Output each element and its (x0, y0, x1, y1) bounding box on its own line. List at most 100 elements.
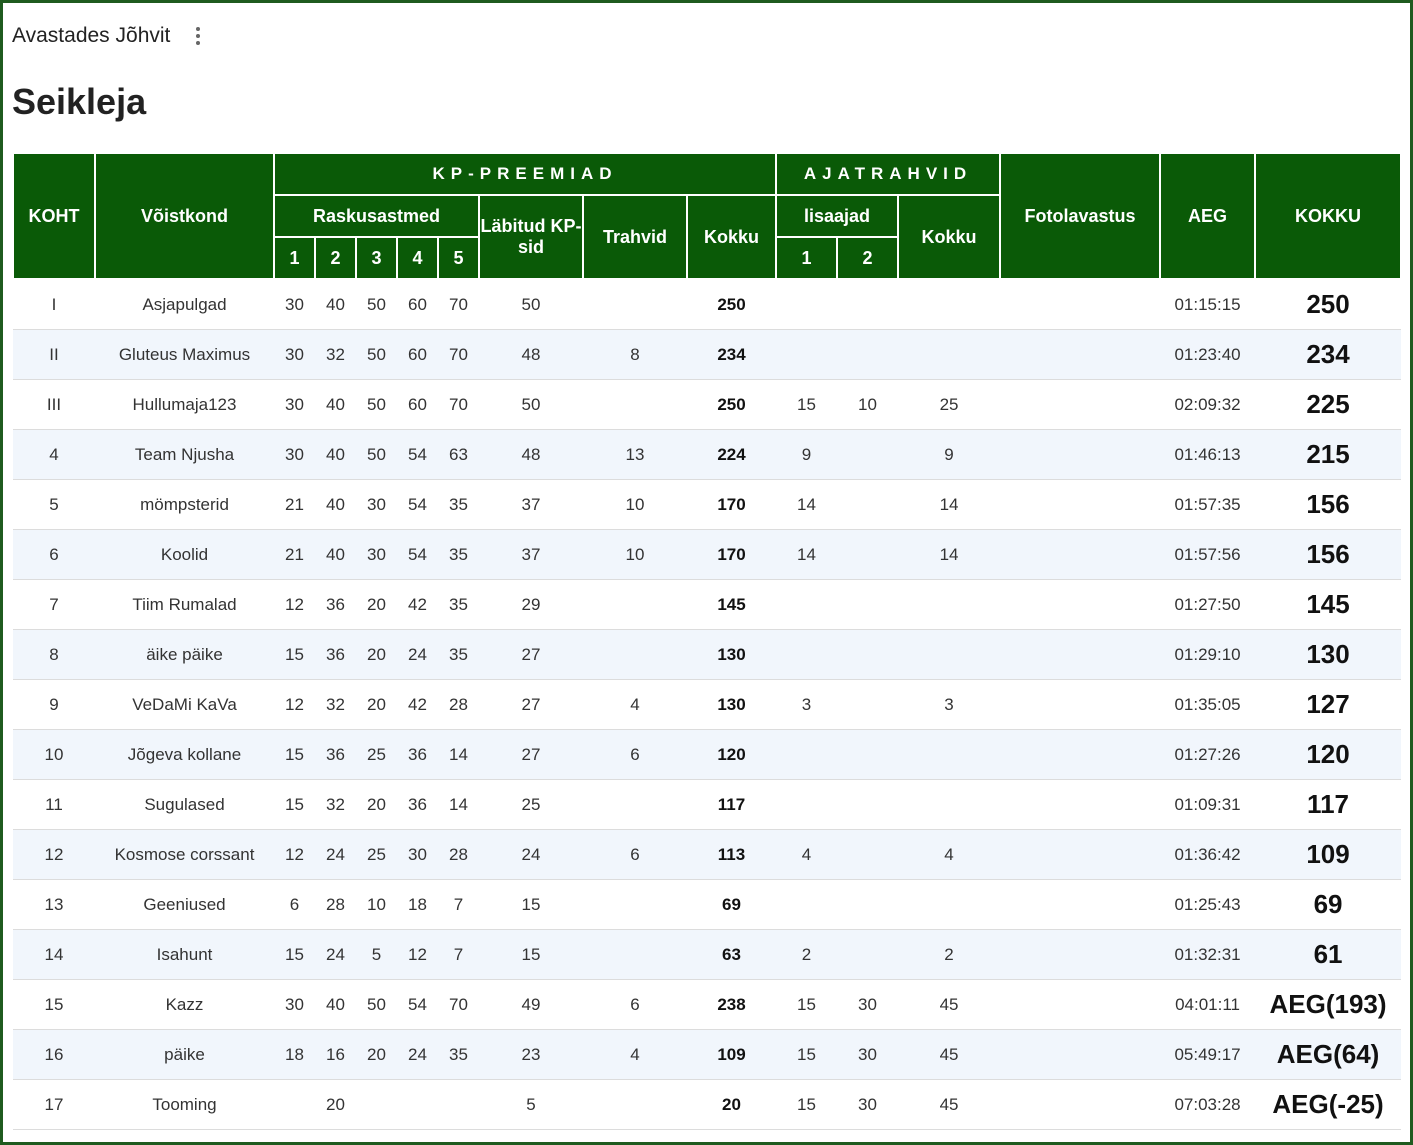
cell-aja-kokku (898, 879, 1001, 930)
cell-total: 127 (1255, 679, 1402, 730)
cell-raskus-3: 50 (356, 429, 397, 480)
cell-lisaaeg-2 (837, 579, 899, 630)
cell-fotolavastus (1000, 429, 1161, 480)
cell-trahvid (583, 929, 687, 980)
cell-lisaaeg-1 (776, 279, 838, 330)
cell-trahvid: 4 (583, 679, 687, 730)
cell-total: 145 (1255, 579, 1402, 630)
cell-total: 156 (1255, 529, 1402, 580)
header-lisaaeg-2: 2 (836, 236, 900, 280)
cell-raskus-4: 54 (397, 529, 438, 580)
table-row: 16 päike 18 16 20 24 35 23 4 109 15 30 45 05:49:17 AEG… (13, 1029, 1402, 1080)
cell-raskus-3: 20 (356, 779, 397, 830)
cell-team: Kosmose corssant (95, 829, 274, 880)
cell-fotolavastus (1000, 829, 1161, 880)
cell-raskus-1: 18 (274, 1029, 315, 1080)
cell-raskus-1: 15 (274, 929, 315, 980)
cell-raskus-1: 30 (274, 379, 315, 430)
cell-trahvid (583, 579, 687, 630)
cell-raskus-1: 30 (274, 279, 315, 330)
cell-team: Jõgeva kollane (95, 729, 274, 780)
cell-raskus-3: 20 (356, 579, 397, 630)
cell-labitud: 23 (479, 1029, 583, 1080)
cell-raskus-2: 36 (315, 629, 356, 680)
table-row: 10 Jõgeva kollane 15 36 25 36 14 27 6 120 01:27:26… (13, 729, 1402, 780)
cell-trahvid: 4 (583, 1029, 687, 1080)
header-raskus-5: 5 (437, 236, 480, 280)
cell-lisaaeg-2 (837, 829, 899, 880)
cell-fotolavastus (1000, 879, 1161, 930)
table-row: 6 Koolid 21 40 30 54 35 37 10 170 14 14 01:57:56 156 (13, 529, 1402, 580)
table-row: 17 Tooming 20 5 20 15 30 45 07:03:28 AEG(-25) (13, 1079, 1402, 1130)
cell-raskus-5: 35 (438, 579, 479, 630)
cell-kp-kokku: 109 (687, 1029, 777, 1080)
cell-kp-kokku: 20 (687, 1079, 777, 1130)
cell-kp-kokku: 120 (687, 729, 777, 780)
more-vert-icon[interactable] (190, 23, 206, 49)
cell-team: Gluteus Maximus (95, 329, 274, 380)
cell-team: VeDaMi KaVa (95, 679, 274, 730)
cell-labitud: 48 (479, 429, 583, 480)
cell-aeg: 01:29:10 (1160, 629, 1256, 680)
cell-koht: 11 (13, 779, 95, 830)
header-lisaajad: lisaajad (775, 194, 900, 238)
cell-aeg: 01:57:56 (1160, 529, 1256, 580)
cell-raskus-5: 70 (438, 379, 479, 430)
table-row: 14 Isahunt 15 24 5 12 7 15 63 2 2 01:32:31 61 (13, 929, 1402, 980)
cell-team: mömpsterid (95, 479, 274, 530)
cell-koht: III (13, 379, 95, 430)
cell-team: Geeniused (95, 879, 274, 930)
table-row: 9 VeDaMi KaVa 12 32 20 42 28 27 4 130 3 3 01:35:05 12… (13, 679, 1402, 730)
cell-raskus-2: 28 (315, 879, 356, 930)
cell-total: 225 (1255, 379, 1402, 430)
cell-raskus-3: 50 (356, 379, 397, 430)
cell-trahvid: 10 (583, 479, 687, 530)
cell-fotolavastus (1000, 1029, 1161, 1080)
cell-lisaaeg-2: 30 (837, 1079, 899, 1130)
cell-lisaaeg-1 (776, 629, 838, 680)
cell-raskus-4: 42 (397, 679, 438, 730)
cell-raskus-4: 60 (397, 329, 438, 380)
cell-raskus-2: 40 (315, 279, 356, 330)
cell-raskus-4: 54 (397, 979, 438, 1030)
cell-kp-kokku: 170 (687, 529, 777, 580)
cell-raskus-3: 5 (356, 929, 397, 980)
header-koht: KOHT (12, 152, 96, 280)
cell-team: Asjapulgad (95, 279, 274, 330)
cell-lisaaeg-1 (776, 329, 838, 380)
cell-raskus-5: 70 (438, 329, 479, 380)
cell-raskus-1: 30 (274, 329, 315, 380)
cell-raskus-1: 21 (274, 479, 315, 530)
cell-lisaaeg-1 (776, 779, 838, 830)
cell-team: Tiim Rumalad (95, 579, 274, 630)
cell-koht: 5 (13, 479, 95, 530)
cell-kp-kokku: 250 (687, 379, 777, 430)
cell-raskus-4: 24 (397, 629, 438, 680)
cell-raskus-1: 21 (274, 529, 315, 580)
results-body: I Asjapulgad 30 40 50 60 70 50 250 01:15:15 250 II G… (13, 279, 1402, 1130)
cell-aja-kokku: 4 (898, 829, 1001, 880)
cell-raskus-1: 15 (274, 629, 315, 680)
cell-raskus-4: 60 (397, 279, 438, 330)
cell-aeg: 05:49:17 (1160, 1029, 1256, 1080)
cell-total: 69 (1255, 879, 1402, 930)
cell-lisaaeg-2: 30 (837, 1029, 899, 1080)
cell-raskus-2: 32 (315, 329, 356, 380)
cell-total: 156 (1255, 479, 1402, 530)
cell-total: AEG(64) (1255, 1029, 1402, 1080)
cell-labitud: 37 (479, 479, 583, 530)
cell-lisaaeg-2 (837, 629, 899, 680)
cell-aeg: 01:27:26 (1160, 729, 1256, 780)
cell-raskus-5: 35 (438, 479, 479, 530)
header-raskus-1: 1 (273, 236, 316, 280)
header-raskus-2: 2 (314, 236, 357, 280)
cell-raskus-3: 50 (356, 279, 397, 330)
cell-raskus-3: 25 (356, 829, 397, 880)
cell-total: 109 (1255, 829, 1402, 880)
cell-kp-kokku: 130 (687, 629, 777, 680)
cell-raskus-1: 6 (274, 879, 315, 930)
cell-raskus-4 (397, 1079, 438, 1130)
cell-koht: 10 (13, 729, 95, 780)
cell-raskus-4: 24 (397, 1029, 438, 1080)
